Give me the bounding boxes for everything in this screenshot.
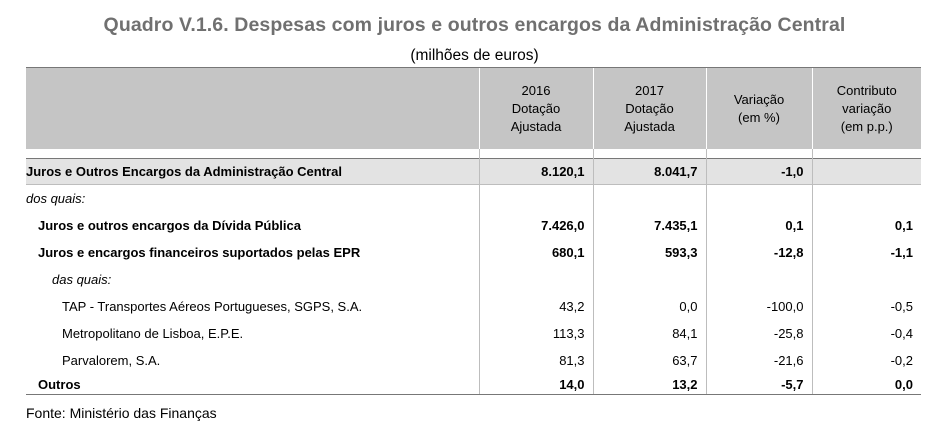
row-2017: 63,7 [592, 347, 706, 374]
row-contributo [811, 266, 921, 293]
row-2016: 113,3 [478, 320, 593, 347]
row-2016: 680,1 [478, 239, 593, 266]
table-row: Juros e encargos financeiros suportados … [26, 239, 921, 266]
row-label: Metropolitano de Lisboa, E.P.E. [26, 320, 479, 347]
header-2016-line2: Dotação [511, 100, 561, 116]
row-label: das quais: [26, 266, 479, 293]
row-variacao: 0,1 [705, 212, 812, 239]
header-2016-line3: Ajustada [510, 118, 562, 134]
expenses-table: 2016 Dotação Ajustada 2017 Dotação Ajust… [26, 67, 921, 395]
spacer-row [26, 149, 921, 159]
row-2017 [592, 266, 706, 293]
table-title: Quadro V.1.6. Despesas com juros e outro… [103, 14, 846, 36]
row-2017: 13,2 [592, 374, 706, 395]
total-variacao: -1,0 [705, 158, 812, 185]
row-variacao: -5,7 [705, 374, 812, 395]
row-2016: 7.426,0 [478, 212, 593, 239]
table-row: das quais: [26, 266, 921, 293]
header-contributo-line1: Contributo [836, 82, 897, 98]
header-2017-line2: Dotação [625, 100, 674, 116]
header-contributo-line3: (em p.p.) [840, 118, 893, 134]
row-label: Juros e outros encargos da Dívida Públic… [26, 212, 479, 239]
row-variacao: -21,6 [705, 347, 812, 374]
row-label: dos quais: [26, 184, 479, 212]
row-contributo: 0,1 [811, 212, 921, 239]
header-2017: 2017 Dotação Ajustada [592, 67, 706, 149]
row-contributo: -0,4 [811, 320, 921, 347]
table-row: Juros e outros encargos da Dívida Públic… [26, 212, 921, 239]
row-2017: 593,3 [592, 239, 706, 266]
row-2017: 0,0 [592, 293, 706, 320]
total-2016: 8.120,1 [478, 158, 593, 185]
row-variacao: -12,8 [705, 239, 812, 266]
header-contributo: Contributo variação (em p.p.) [811, 67, 921, 149]
row-2016: 81,3 [478, 347, 593, 374]
row-contributo [811, 184, 921, 212]
row-variacao [705, 266, 812, 293]
row-2017: 7.435,1 [592, 212, 706, 239]
row-variacao: -25,8 [705, 320, 812, 347]
table-row: Outros 14,0 13,2 -5,7 0,0 [26, 374, 921, 395]
header-2016: 2016 Dotação Ajustada [478, 67, 593, 149]
row-variacao: -100,0 [705, 293, 812, 320]
total-row: Juros e Outros Encargos da Administração… [26, 158, 921, 185]
row-label: Parvalorem, S.A. [26, 347, 479, 374]
table-row: TAP - Transportes Aéreos Portugueses, SG… [26, 293, 921, 320]
header-label-cell [26, 67, 479, 149]
source-note: Fonte: Ministério das Finanças [26, 405, 217, 421]
header-contributo-line2: variação [842, 100, 892, 116]
header-row: 2016 Dotação Ajustada 2017 Dotação Ajust… [26, 67, 921, 149]
row-2017: 84,1 [592, 320, 706, 347]
header-variacao-line2: (em %) [738, 109, 780, 125]
header-variacao: Variação (em %) [705, 67, 812, 149]
row-2016 [478, 266, 593, 293]
row-contributo: -0,5 [811, 293, 921, 320]
table-row: dos quais: [26, 184, 921, 212]
row-2016 [478, 184, 593, 212]
total-label: Juros e Outros Encargos da Administração… [26, 158, 479, 185]
header-2016-year: 2016 [521, 82, 551, 98]
row-2016: 14,0 [478, 374, 593, 395]
table-row: Metropolitano de Lisboa, E.P.E. 113,3 84… [26, 320, 921, 347]
row-contributo: -1,1 [811, 239, 921, 266]
header-variacao-line1: Variação [733, 91, 785, 107]
total-contributo [811, 158, 921, 185]
total-2017: 8.041,7 [592, 158, 706, 185]
table-subtitle: (milhões de euros) [410, 47, 539, 64]
table-row: Parvalorem, S.A. 81,3 63,7 -21,6 -0,2 [26, 347, 921, 374]
header-2017-line3: Ajustada [624, 118, 675, 134]
row-contributo: -0,2 [811, 347, 921, 374]
row-label: Juros e encargos financeiros suportados … [26, 239, 479, 266]
row-variacao [705, 184, 812, 212]
row-contributo: 0,0 [811, 374, 921, 395]
row-2017 [592, 184, 706, 212]
row-2016: 43,2 [478, 293, 593, 320]
header-2017-year: 2017 [635, 82, 664, 98]
row-label: TAP - Transportes Aéreos Portugueses, SG… [26, 293, 479, 320]
row-label: Outros [26, 374, 479, 395]
